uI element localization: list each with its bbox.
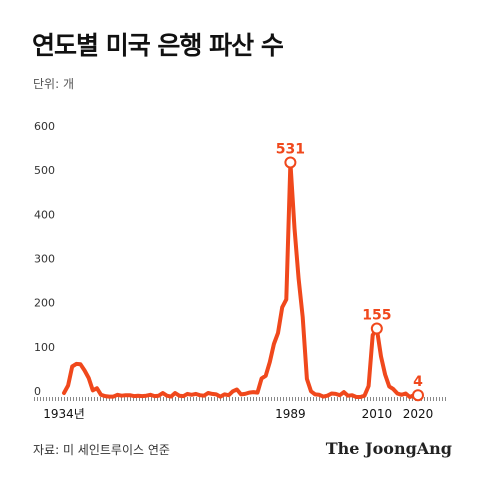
x-tick-label: 2010 [362, 407, 393, 421]
y-tick-label: 200 [34, 297, 55, 310]
data-label: 4 [413, 374, 423, 390]
source-note: 자료: 미 세인트루이스 연준 [33, 443, 170, 457]
y-tick-label: 500 [34, 164, 55, 177]
y-tick-label: 300 [34, 253, 55, 266]
series-line [62, 160, 420, 399]
data-label: 155 [362, 308, 391, 324]
data-point-marker [412, 389, 424, 402]
brand-logo: The JoongAng [325, 439, 452, 458]
y-tick-label: 100 [34, 341, 55, 354]
data-point-marker [284, 156, 297, 169]
data-label: 531 [276, 141, 305, 157]
chart-title: 연도별 미국 은행 파산 수 [32, 31, 284, 60]
y-tick-label: 0 [34, 385, 41, 398]
x-tick-label: 1989 [275, 407, 306, 421]
x-tick-label: 1934년 [43, 407, 85, 421]
y-tick-label: 600 [34, 120, 55, 133]
x-tick-label: 2020 [403, 407, 434, 421]
unit-label: 단위: 개 [33, 77, 74, 91]
data-point-marker [370, 322, 383, 335]
y-tick-label: 400 [34, 208, 55, 221]
